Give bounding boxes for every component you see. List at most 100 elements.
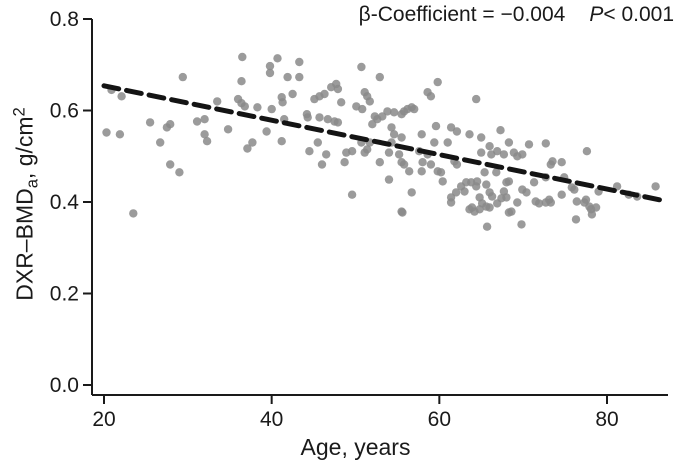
scatter-point xyxy=(178,72,187,82)
scatter-point xyxy=(507,207,516,216)
scatter-point xyxy=(253,103,262,112)
scatter-point xyxy=(387,123,396,132)
scatter-point xyxy=(156,138,165,147)
beta-coefficient-text: β-Coefficient = −0.004 xyxy=(358,3,566,26)
scatter-point xyxy=(572,197,581,206)
scatter-point xyxy=(323,115,332,124)
scatter-point xyxy=(446,198,456,207)
x-tick-label: 20 xyxy=(92,408,115,431)
scatter-point xyxy=(384,148,394,157)
scatter-point xyxy=(365,97,374,106)
scatter-point xyxy=(347,190,357,199)
scatter-point xyxy=(496,126,505,135)
scatter-point xyxy=(417,130,426,139)
scatter-point xyxy=(375,158,384,167)
scatter-point xyxy=(438,177,447,186)
scatter-point xyxy=(477,148,486,157)
scatter-point xyxy=(407,188,416,197)
scatter-point xyxy=(534,199,544,208)
scatter-point xyxy=(443,138,452,147)
scatter-point xyxy=(493,147,502,156)
scatter-point xyxy=(460,187,469,196)
scatter-point xyxy=(265,61,275,71)
scatter-point xyxy=(317,160,327,169)
scatter-point xyxy=(502,193,511,202)
x-axis-title: Age, years xyxy=(300,434,411,460)
scatter-point xyxy=(651,182,660,191)
scatter-point xyxy=(305,147,314,156)
scatter-point xyxy=(582,147,592,156)
scatter-point xyxy=(529,178,539,187)
scatter-point xyxy=(499,150,509,159)
scatter-point xyxy=(446,123,456,132)
scatter-point xyxy=(262,127,271,136)
scatter-point xyxy=(418,158,427,167)
scatter-point xyxy=(570,185,579,194)
scatter-point xyxy=(472,177,482,186)
scatter-point xyxy=(358,104,367,114)
scatter-point xyxy=(347,147,357,156)
scatter-point xyxy=(240,102,249,111)
scatter-point xyxy=(492,168,501,177)
trend-line xyxy=(101,83,664,203)
scatter-point xyxy=(541,139,550,148)
scatter-point xyxy=(426,160,436,169)
scatter-point xyxy=(357,62,366,72)
scatter-point xyxy=(102,128,111,137)
scatter-point xyxy=(485,203,494,212)
scatter-point xyxy=(397,133,406,142)
scatter-point xyxy=(465,130,474,139)
scatter-point xyxy=(548,157,557,166)
scatter-point xyxy=(482,180,491,189)
scatter-point xyxy=(591,203,601,212)
scatter-point xyxy=(200,130,209,139)
scatter-point xyxy=(431,121,441,131)
scatter-point xyxy=(426,92,436,101)
scatter-point xyxy=(295,57,304,67)
scatter-point xyxy=(237,77,246,86)
scatter-point xyxy=(278,98,287,107)
scatter-point xyxy=(248,138,257,147)
x-tick-label: 80 xyxy=(595,408,618,431)
scatter-point xyxy=(587,210,597,219)
scatter-point xyxy=(145,118,155,127)
scatter-point xyxy=(192,117,202,126)
scatter-point xyxy=(166,160,175,169)
y-title-main: DXR–BMD xyxy=(11,188,38,301)
scatter-point xyxy=(430,138,439,147)
p-value-text: < 0.001 xyxy=(603,3,674,26)
scatter-point xyxy=(394,150,404,159)
scatter-point xyxy=(410,104,419,114)
scatter-point xyxy=(477,133,486,142)
y-tick-label: 0.8 xyxy=(50,8,79,31)
scatter-point xyxy=(482,222,492,231)
scatter-point xyxy=(283,72,292,82)
scatter-point xyxy=(175,168,184,177)
scatter-point xyxy=(405,167,414,176)
scatter-point xyxy=(200,115,209,124)
scatter-point xyxy=(557,190,566,199)
scatter-point xyxy=(303,113,312,122)
scatter-point xyxy=(518,150,527,159)
y-tick-label: 0.4 xyxy=(50,191,80,214)
scatter-point xyxy=(513,198,522,207)
y-tick-label: 0.2 xyxy=(50,283,79,306)
scatter-point xyxy=(340,158,349,167)
scatter-point xyxy=(313,138,322,147)
scatter-point xyxy=(524,140,534,149)
scatter-point xyxy=(436,168,446,177)
y-title-unit: , g/cm xyxy=(11,116,38,180)
scatter-point xyxy=(522,188,531,197)
scatter-point xyxy=(333,118,343,127)
scatter-point xyxy=(295,72,304,82)
scatter-point xyxy=(399,160,409,169)
scatter-point xyxy=(202,137,212,146)
scatter-point xyxy=(517,220,526,229)
scatter-point xyxy=(337,98,346,107)
scatter-point xyxy=(273,54,282,63)
scatter-point xyxy=(384,175,394,184)
scatter-point xyxy=(571,215,581,224)
scatter-point xyxy=(277,137,286,146)
p-symbol: P xyxy=(589,3,604,26)
